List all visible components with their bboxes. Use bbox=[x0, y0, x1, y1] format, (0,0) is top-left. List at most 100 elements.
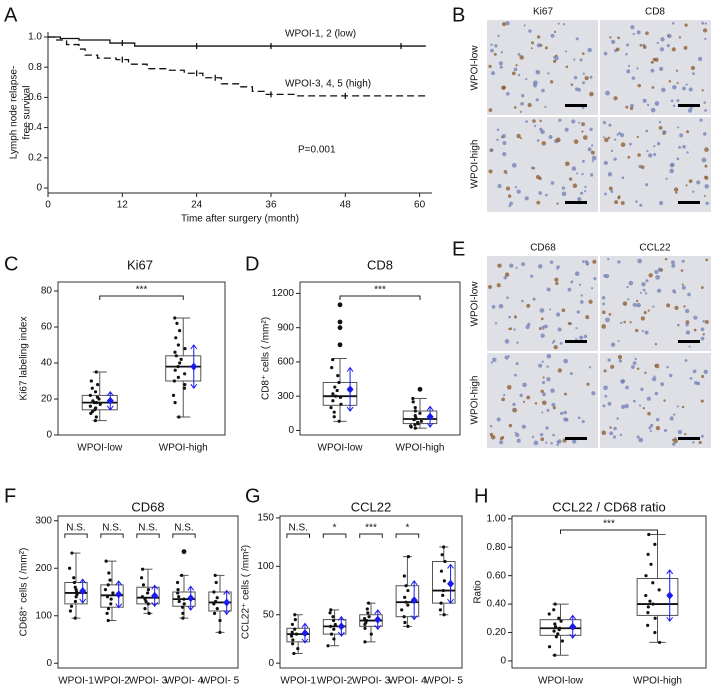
stained-cell bbox=[581, 122, 585, 127]
stained-cell bbox=[555, 312, 561, 317]
stained-cell bbox=[499, 65, 503, 69]
box bbox=[286, 627, 310, 643]
stained-cell bbox=[557, 439, 562, 444]
stained-cell bbox=[592, 259, 597, 264]
data-point bbox=[411, 400, 415, 404]
stained-cell bbox=[637, 153, 641, 157]
stained-cell bbox=[544, 193, 548, 197]
stained-cell bbox=[523, 400, 526, 403]
data-point bbox=[647, 532, 651, 537]
data-point bbox=[176, 375, 180, 379]
y-tick-label: 0.4 bbox=[28, 122, 42, 133]
stained-cell bbox=[617, 36, 620, 40]
data-point bbox=[95, 401, 99, 405]
stained-cell bbox=[645, 183, 649, 187]
stained-cell bbox=[635, 299, 639, 303]
data-point bbox=[146, 591, 150, 595]
stained-cell bbox=[535, 70, 538, 73]
stained-cell bbox=[625, 52, 628, 56]
data-point bbox=[183, 372, 187, 376]
stained-cell bbox=[564, 392, 567, 396]
column-label: CCL22 bbox=[639, 243, 671, 254]
data-point bbox=[330, 366, 334, 370]
y-tick-label: 60 bbox=[41, 322, 53, 333]
scale-bar bbox=[565, 201, 587, 204]
significance-bracket bbox=[560, 529, 658, 534]
data-point bbox=[402, 574, 406, 578]
data-point bbox=[171, 393, 176, 397]
y-tick-label: 0 bbox=[46, 658, 52, 669]
stained-cell bbox=[638, 404, 642, 407]
stained-cell bbox=[654, 342, 658, 346]
significance-label: * bbox=[405, 523, 409, 534]
stained-cell bbox=[533, 440, 539, 446]
data-point bbox=[553, 622, 557, 626]
x-tick-label: WPOI- 5 bbox=[201, 676, 240, 687]
data-point bbox=[363, 640, 367, 644]
stained-cell bbox=[582, 81, 586, 85]
significance-bracket bbox=[136, 533, 160, 538]
data-point bbox=[212, 590, 216, 594]
stained-cell bbox=[497, 34, 500, 38]
stained-cell bbox=[636, 135, 639, 139]
stained-cell bbox=[649, 429, 652, 433]
stained-cell bbox=[601, 430, 607, 436]
stained-cell bbox=[640, 387, 644, 392]
stained-cell bbox=[640, 165, 645, 170]
stained-cell bbox=[701, 157, 707, 163]
data-point bbox=[173, 368, 177, 372]
stained-cell bbox=[546, 353, 552, 359]
stained-cell bbox=[626, 285, 629, 289]
y-tick-label: 0.80 bbox=[487, 542, 507, 553]
y-axis-label: Ratio bbox=[473, 580, 484, 604]
stained-cell bbox=[619, 433, 623, 437]
data-point bbox=[560, 639, 564, 643]
significance-label: N.S. bbox=[138, 523, 157, 534]
significance-label: *** bbox=[603, 519, 615, 530]
stained-cell bbox=[659, 66, 664, 71]
stained-cell bbox=[541, 88, 545, 93]
data-point bbox=[441, 588, 445, 593]
stained-cell bbox=[629, 321, 632, 324]
data-point bbox=[177, 595, 181, 599]
data-point bbox=[333, 622, 337, 627]
stained-cell bbox=[632, 361, 637, 366]
stained-cell bbox=[658, 120, 662, 124]
stained-cell bbox=[502, 85, 506, 90]
stained-cell bbox=[563, 410, 567, 415]
x-tick-label: WPOI- 5 bbox=[425, 676, 464, 687]
stained-cell bbox=[576, 310, 581, 314]
stained-cell bbox=[622, 301, 628, 306]
stained-cell bbox=[645, 31, 649, 36]
series-label: WPOI-3, 4, 5 (high) bbox=[285, 79, 371, 90]
data-point bbox=[419, 419, 423, 423]
stained-cell bbox=[688, 179, 693, 184]
stained-cell bbox=[656, 41, 659, 45]
stained-cell bbox=[530, 274, 534, 278]
stained-cell bbox=[703, 101, 706, 104]
data-point bbox=[440, 553, 444, 557]
data-point bbox=[329, 624, 333, 628]
stained-cell bbox=[650, 68, 655, 73]
stained-cell bbox=[688, 87, 693, 92]
data-point bbox=[547, 612, 551, 616]
stained-cell bbox=[642, 406, 646, 410]
y-tick-label: 100 bbox=[35, 610, 52, 621]
data-point bbox=[366, 611, 370, 615]
stained-cell bbox=[644, 330, 649, 335]
stained-cell bbox=[541, 400, 547, 406]
mean-marker bbox=[346, 385, 354, 394]
stained-cell bbox=[488, 64, 492, 69]
data-point bbox=[178, 361, 182, 365]
data-point bbox=[105, 595, 110, 599]
outlier bbox=[337, 302, 343, 308]
data-point bbox=[443, 559, 447, 564]
data-point bbox=[289, 634, 294, 638]
stained-cell bbox=[536, 35, 541, 39]
stained-cell bbox=[546, 287, 551, 292]
stained-cell bbox=[514, 373, 517, 377]
data-point bbox=[336, 374, 340, 378]
stained-cell bbox=[692, 72, 695, 76]
significance-bracket bbox=[64, 533, 88, 538]
